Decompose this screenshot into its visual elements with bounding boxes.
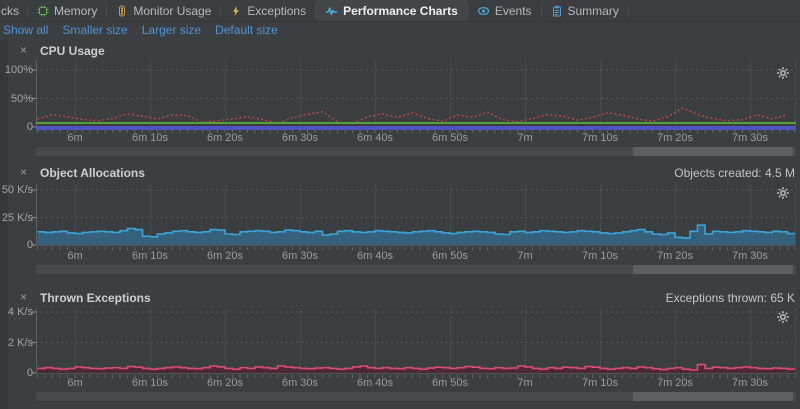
- cpu-chart-scrollbar-track[interactable]: [36, 147, 796, 156]
- x-axis-label: 7m 30s: [731, 377, 769, 389]
- x-axis-label: 7m 10s: [581, 250, 619, 262]
- x-axis-label: 6m 20s: [206, 132, 244, 144]
- x-axis-label: 6m 30s: [281, 132, 319, 144]
- x-axis-label: 7m 10s: [581, 377, 619, 389]
- x-axis-label: 7m: [517, 377, 533, 389]
- x-axis-label: 6m 50s: [431, 377, 469, 389]
- y-axis-label: 25 K/s: [1, 211, 33, 224]
- tab-memory[interactable]: Memory: [28, 0, 106, 21]
- x-axis-label: 7m 20s: [656, 250, 694, 262]
- x-axis-label: 6m 50s: [431, 250, 469, 262]
- tab-performance-charts[interactable]: Performance Charts: [316, 0, 467, 21]
- tab-label: Monitor Usage: [133, 3, 212, 18]
- tab-divider: [540, 4, 542, 17]
- smaller-size-link[interactable]: Smaller size: [62, 23, 128, 37]
- tab-divider: [27, 4, 28, 17]
- panel-left-edge: [0, 40, 8, 409]
- x-axis-label: 6m: [67, 377, 83, 389]
- tab-label: Events: [494, 3, 532, 18]
- y-axis-label: 2 K/s: [7, 336, 33, 349]
- allocations-chart-scrollbar-track[interactable]: [36, 265, 796, 274]
- memory-icon: [37, 5, 49, 17]
- tab-exceptions[interactable]: Exceptions: [221, 0, 315, 21]
- y-axis-label: 0: [26, 367, 33, 379]
- pulse-icon: [325, 5, 338, 17]
- x-axis-label: 6m 30s: [281, 377, 319, 389]
- exceptions-thrown-counter: Exceptions thrown: 65 K: [665, 291, 795, 305]
- default-size-link[interactable]: Default size: [215, 23, 278, 37]
- tab-monitor-usage[interactable]: Monitor Usage: [107, 0, 220, 21]
- close-allocations-chart-button[interactable]: ×: [20, 165, 28, 179]
- exceptions-chart-title: Thrown Exceptions: [40, 291, 151, 305]
- y-axis-label: 0: [26, 239, 33, 251]
- tab-label: Memory: [54, 3, 98, 18]
- x-axis-label: 6m 20s: [206, 377, 244, 389]
- thrown-exceptions-plot[interactable]: [32, 308, 796, 380]
- x-axis-label: 6m 10s: [131, 132, 169, 144]
- cpu-chart-scrollbar-thumb[interactable]: [633, 147, 793, 156]
- y-axis-label: 4 K/s: [7, 306, 33, 318]
- x-axis-label: 6m 40s: [356, 132, 394, 144]
- exceptions-chart-scrollbar-track[interactable]: [36, 392, 796, 401]
- x-axis-label: 7m: [517, 132, 533, 144]
- x-axis-label: 7m 30s: [731, 250, 769, 262]
- x-axis-label: 6m 40s: [356, 250, 394, 262]
- tab-divider: [466, 4, 468, 17]
- y-axis-label: 50 K/s: [1, 184, 33, 196]
- tab-label: Summary: [567, 3, 619, 18]
- y-axis-label: 100%: [4, 64, 33, 76]
- tab-divider: [106, 4, 108, 17]
- view-tab-bar: cks Memory Monitor Usage Exceptions Perf…: [0, 0, 800, 22]
- cpu-usage-plot[interactable]: [32, 60, 796, 134]
- eye-icon: [477, 5, 490, 17]
- allocations-chart-scrollbar-thumb[interactable]: [633, 265, 793, 274]
- object-allocations-plot[interactable]: [32, 184, 796, 252]
- x-axis-label: 6m 20s: [206, 250, 244, 262]
- larger-size-link[interactable]: Larger size: [141, 23, 202, 37]
- show-all-link[interactable]: Show all: [3, 23, 49, 37]
- x-axis-label: 6m: [67, 250, 83, 262]
- close-exceptions-chart-button[interactable]: ×: [20, 290, 28, 304]
- chart-size-toolbar: Show all Smaller size Larger size Defaul…: [3, 23, 278, 37]
- tab-summary[interactable]: Summary: [542, 0, 628, 21]
- x-axis-label: 7m: [517, 250, 533, 262]
- x-axis-label: 6m 50s: [431, 132, 469, 144]
- x-axis-label: 6m 40s: [356, 377, 394, 389]
- close-cpu-chart-button[interactable]: ×: [20, 43, 28, 57]
- x-axis-label: 7m 20s: [656, 377, 694, 389]
- objects-created-counter: Objects created: 4.5 M: [674, 166, 795, 180]
- allocations-chart-settings-gear-icon[interactable]: [776, 186, 790, 205]
- clipboard-icon: [551, 5, 563, 17]
- tab-label: cks: [1, 3, 19, 18]
- lightning-icon: [230, 5, 242, 17]
- x-axis-label: 6m 30s: [281, 250, 319, 262]
- exceptions-chart-settings-gear-icon[interactable]: [776, 310, 790, 329]
- tab-divider: [315, 4, 317, 17]
- tab-truncated-cks[interactable]: cks: [0, 0, 27, 21]
- x-axis-label: 6m 10s: [131, 377, 169, 389]
- x-axis-label: 7m 10s: [581, 132, 619, 144]
- tab-events[interactable]: Events: [468, 0, 541, 21]
- allocations-chart-title: Object Allocations: [40, 166, 145, 180]
- tab-divider: [220, 4, 222, 17]
- y-axis-label: 50%: [10, 92, 33, 105]
- traffic-light-icon: [116, 5, 128, 17]
- tab-divider: [627, 4, 629, 17]
- cpu-chart-settings-gear-icon[interactable]: [776, 66, 790, 85]
- x-axis-label: 7m 30s: [731, 132, 769, 144]
- y-axis-label: 0: [26, 121, 33, 133]
- cpu-chart-title: CPU Usage: [40, 44, 105, 58]
- x-axis-label: 6m: [67, 132, 83, 144]
- exceptions-chart-scrollbar-thumb[interactable]: [633, 392, 793, 401]
- x-axis-label: 6m 10s: [131, 250, 169, 262]
- x-axis-label: 7m 20s: [656, 132, 694, 144]
- tab-label: Exceptions: [247, 3, 307, 18]
- tab-label: Performance Charts: [343, 3, 458, 18]
